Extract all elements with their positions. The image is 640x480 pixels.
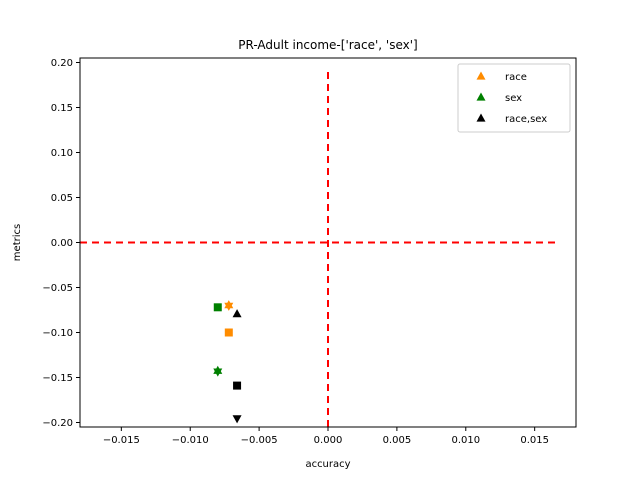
x-tick-label: −0.015 — [103, 435, 140, 446]
x-axis-ticks: −0.015 −0.010 −0.005 0.000 0.005 0.010 0.015 — [103, 427, 549, 446]
legend: race sex race,sex — [457, 63, 571, 133]
x-tick-label: −0.010 — [172, 435, 209, 446]
y-tick-label: −0.05 — [42, 283, 73, 294]
data-point — [224, 328, 233, 337]
y-tick-label: −0.15 — [42, 373, 73, 384]
legend-label: sex — [505, 93, 522, 104]
data-point — [213, 368, 223, 377]
data-point — [232, 415, 242, 424]
x-tick-label: 0.015 — [520, 435, 549, 446]
y-tick-label: −0.10 — [42, 328, 73, 339]
y-tick-label: 0.05 — [51, 193, 73, 204]
y-axis-ticks: 0.20 0.15 0.10 0.05 0.00 −0.05 −0.10 −0.15 −0.20 — [42, 58, 80, 429]
x-tick-label: −0.005 — [241, 435, 278, 446]
legend-label: race — [505, 72, 527, 83]
x-tick-label: 0.010 — [451, 435, 480, 446]
data-point — [233, 381, 242, 390]
legend-marker — [476, 71, 486, 80]
y-tick-label: 0.15 — [51, 103, 73, 114]
chart-title: PR-Adult income-['race', 'sex'] — [238, 38, 418, 52]
y-tick-label: 0.20 — [51, 58, 73, 69]
data-points — [213, 300, 242, 424]
legend-marker — [476, 92, 486, 101]
data-point — [213, 303, 222, 312]
y-tick-label: 0.00 — [51, 238, 73, 249]
y-tick-label: 0.10 — [51, 148, 73, 159]
y-tick-label: −0.20 — [42, 418, 73, 429]
legend-marker — [476, 113, 486, 122]
legend-box — [457, 63, 571, 133]
reference-lines — [80, 72, 560, 427]
legend-label: race,sex — [505, 114, 547, 125]
y-axis-title: metrics — [12, 224, 23, 261]
x-tick-label: 0.005 — [383, 435, 412, 446]
x-tick-label: 0.000 — [314, 435, 343, 446]
data-point — [224, 302, 234, 311]
x-axis-title: accuracy — [305, 459, 350, 470]
data-point — [232, 309, 242, 318]
